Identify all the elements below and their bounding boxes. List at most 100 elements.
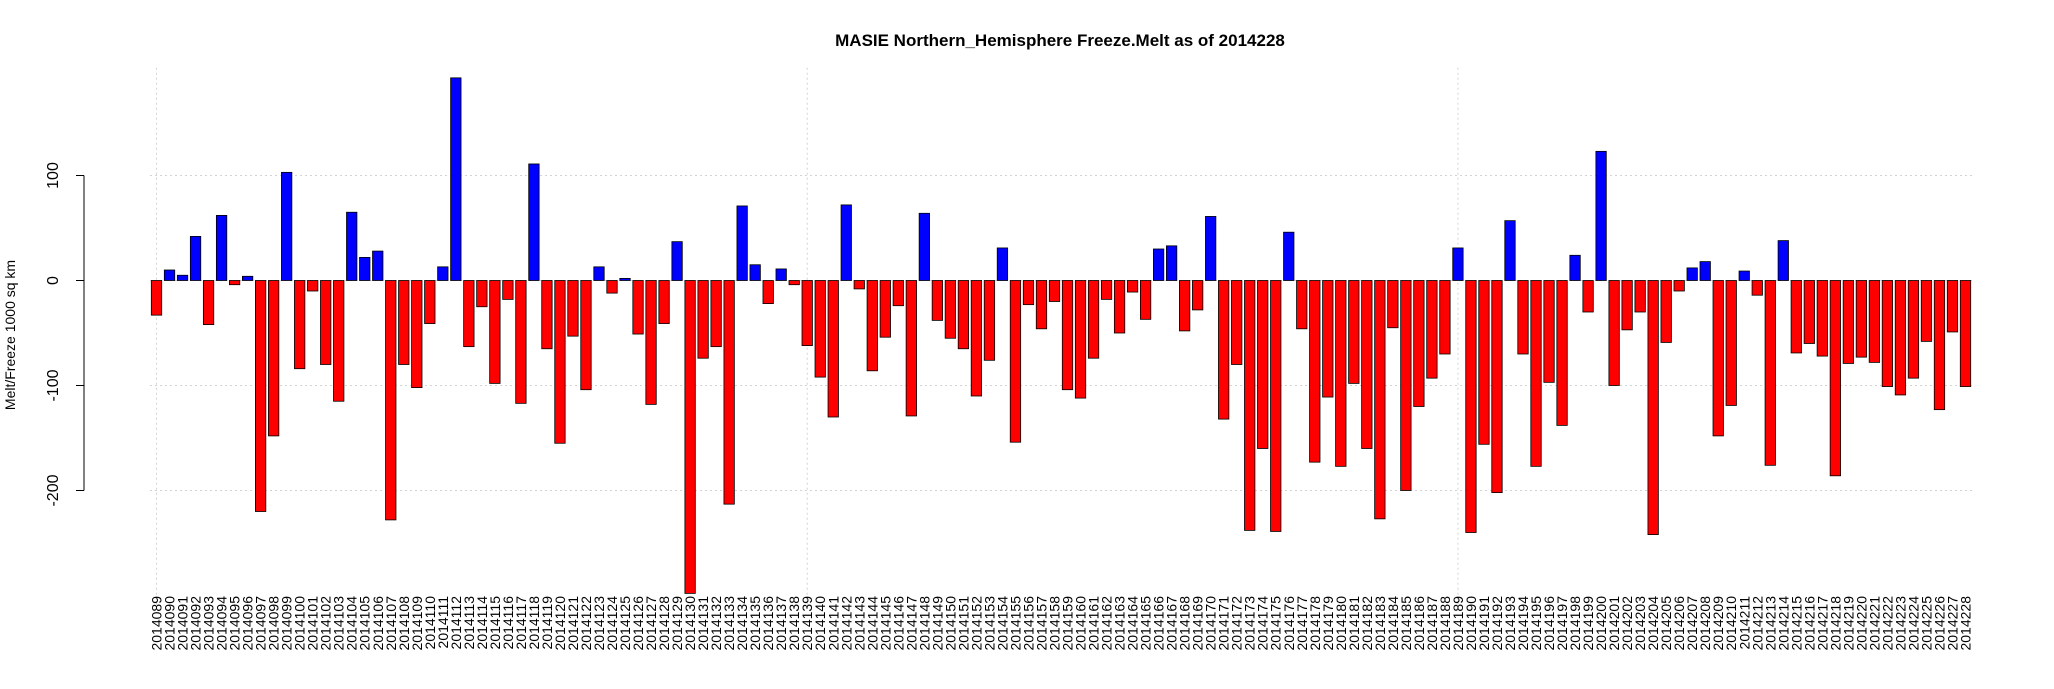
bar-2014224 <box>1907 280 1920 379</box>
x-tick-label: 2014217 <box>1814 596 1830 651</box>
bar-2014106 <box>372 250 384 281</box>
x-tick-label: 2014146 <box>890 596 906 651</box>
x-tick-label: 2014161 <box>1086 596 1102 651</box>
x-tick-label: 2014209 <box>1710 596 1726 651</box>
x-tick-label: 2014131 <box>695 596 711 651</box>
x-tick-label: 2014162 <box>1099 596 1115 651</box>
x-tick-label: 2014115 <box>487 596 503 650</box>
bar-2014141 <box>827 280 839 418</box>
x-tick-label: 2014176 <box>1281 596 1297 651</box>
chart-title: MASIE Northern_Hemisphere Freeze.Melt as… <box>835 31 1285 50</box>
x-tick-label: 2014105 <box>357 596 373 651</box>
x-tick-label: 2014098 <box>266 596 282 651</box>
x-tick-label: 2014095 <box>227 596 243 651</box>
bar-2014094 <box>215 214 228 281</box>
bar-2014140 <box>814 280 826 378</box>
bar-2014162 <box>1100 280 1113 300</box>
bar-2014101 <box>307 280 319 292</box>
x-tick-label: 2014090 <box>162 596 178 651</box>
bar-2014186 <box>1413 280 1425 407</box>
x-tick-label: 2014198 <box>1567 596 1583 651</box>
x-tick-label: 2014177 <box>1294 596 1310 651</box>
bar-2014137 <box>775 268 787 281</box>
bar-2014216 <box>1803 280 1815 344</box>
bar-2014217 <box>1816 280 1828 357</box>
y-tick-label: 100 <box>45 162 62 189</box>
x-tick-label: 2014224 <box>1905 596 1921 651</box>
bar-2014158 <box>1048 280 1061 302</box>
x-tick-label: 2014125 <box>617 596 633 651</box>
bar-2014149 <box>931 280 943 321</box>
x-tick-label: 2014190 <box>1463 596 1479 651</box>
x-tick-label: 2014155 <box>1007 596 1023 651</box>
x-tick-label: 2014203 <box>1632 596 1648 651</box>
x-tick-label: 2014089 <box>149 596 165 651</box>
x-tick-label: 2014156 <box>1020 596 1036 651</box>
bar-2014152 <box>970 280 983 397</box>
bar-2014099 <box>281 171 293 281</box>
bar-2014092 <box>189 235 202 281</box>
bar-2014202 <box>1621 280 1633 331</box>
x-tick-label: 2014145 <box>877 596 893 651</box>
bar-2014128 <box>658 280 670 324</box>
bar-2014089 <box>150 280 163 316</box>
bar-2014114 <box>476 280 488 308</box>
x-tick-label: 2014109 <box>409 596 425 651</box>
x-tick-label: 2014181 <box>1346 596 1362 651</box>
bar-2014193 <box>1504 220 1516 281</box>
bar-2014228 <box>1959 280 1972 387</box>
bar-2014093 <box>202 280 215 325</box>
x-tick-label: 2014227 <box>1944 596 1960 651</box>
x-tick-label: 2014138 <box>786 596 802 651</box>
bar-2014136 <box>762 280 774 305</box>
x-tick-label: 2014228 <box>1957 596 1973 651</box>
bar-2014168 <box>1179 280 1191 332</box>
x-tick-label: 2014096 <box>240 596 256 651</box>
x-tick-label: 2014178 <box>1307 596 1323 651</box>
bar-2014159 <box>1061 280 1074 391</box>
bar-2014210 <box>1725 280 1737 406</box>
bar-2014203 <box>1634 280 1646 313</box>
x-tick-label: 2014175 <box>1268 596 1284 651</box>
bar-2014206 <box>1673 280 1685 292</box>
x-tick-label: 2014164 <box>1125 596 1141 651</box>
bar-2014181 <box>1348 280 1360 384</box>
bar-2014185 <box>1400 280 1412 491</box>
x-tick-label: 2014144 <box>864 596 880 651</box>
x-tick-label: 2014158 <box>1046 596 1062 651</box>
bar-2014129 <box>671 241 683 281</box>
bar-2014182 <box>1361 280 1373 449</box>
bar-2014142 <box>840 204 852 281</box>
bar-2014221 <box>1868 280 1880 363</box>
x-tick-label: 2014129 <box>669 596 685 651</box>
bar-2014156 <box>1022 280 1035 306</box>
x-tick-label: 2014196 <box>1541 596 1557 651</box>
bar-2014164 <box>1126 280 1139 293</box>
x-tick-label: 2014099 <box>279 596 295 651</box>
x-tick-label: 2014149 <box>929 596 945 651</box>
x-tick-label: 2014100 <box>292 596 308 651</box>
x-tick-label: 2014221 <box>1866 596 1882 651</box>
bar-2014195 <box>1530 280 1542 467</box>
bar-2014225 <box>1920 280 1933 342</box>
x-tick-label: 2014122 <box>578 596 594 651</box>
bar-2014118 <box>528 163 540 281</box>
x-tick-label: 2014202 <box>1619 596 1635 651</box>
bar-2014107 <box>385 280 397 521</box>
x-tick-label: 2014206 <box>1671 596 1687 651</box>
x-tick-label: 2014116 <box>500 596 516 650</box>
x-tick-label: 2014153 <box>981 596 997 651</box>
x-tick-label: 2014137 <box>773 596 789 651</box>
bar-2014215 <box>1790 280 1802 354</box>
bar-2014117 <box>515 280 527 404</box>
x-tick-label: 2014111 <box>435 596 451 649</box>
bar-2014220 <box>1855 280 1867 358</box>
bar-2014192 <box>1491 280 1503 494</box>
bar-2014123 <box>593 266 605 281</box>
x-tick-label: 2014130 <box>682 596 698 651</box>
x-tick-label: 2014189 <box>1450 596 1466 651</box>
bar-2014155 <box>1009 280 1022 443</box>
bar-2014190 <box>1465 280 1477 533</box>
x-tick-label: 2014204 <box>1645 596 1661 651</box>
x-tick-label: 2014151 <box>955 596 971 651</box>
